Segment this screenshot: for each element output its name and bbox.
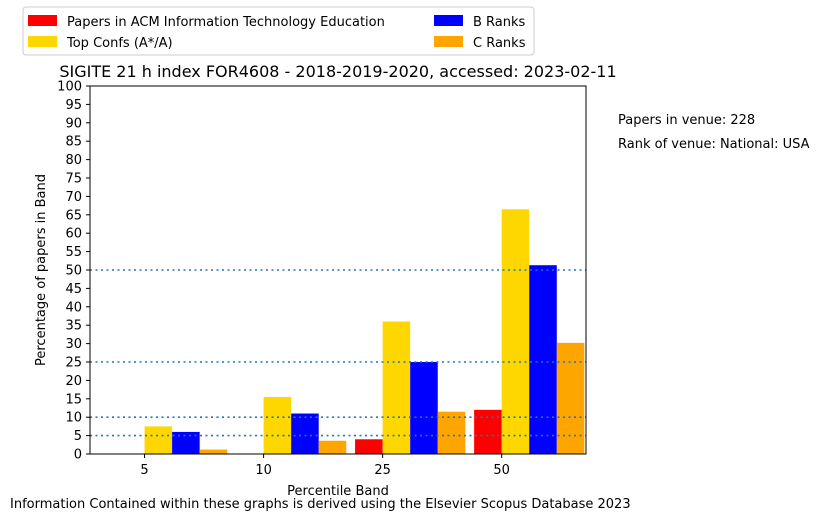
legend-swatch-acm [28, 15, 57, 26]
y-tick-label-70: 70 [65, 190, 82, 205]
legend-label-c: C Ranks [473, 36, 526, 51]
y-tick-label-55: 55 [65, 245, 82, 260]
bar-5-series-3 [199, 449, 228, 454]
reference-lines-group [90, 269, 586, 437]
rank-of-venue-text: Rank of venue: National: USA [618, 137, 810, 152]
x-tick-label-50: 50 [493, 463, 510, 478]
y-tick-label-60: 60 [65, 227, 82, 242]
y-tick-label-25: 25 [65, 356, 82, 371]
plot-frame [89, 85, 587, 455]
bar-50-series-3 [556, 342, 585, 454]
y-tick-label-20: 20 [65, 374, 82, 389]
y-tick-label-45: 45 [65, 282, 82, 297]
legend-swatch-b [434, 15, 463, 26]
y-axis-label: Percentage of papers in Band [34, 174, 49, 366]
legend-label-b: B Ranks [473, 15, 526, 30]
bar-25-series-1 [382, 321, 411, 454]
y-tick-label-95: 95 [65, 98, 82, 113]
legend-label-top: Top Confs (A*/A) [66, 36, 173, 51]
bar-25-series-3 [437, 411, 466, 454]
x-tick-label-25: 25 [374, 463, 391, 478]
y-tick-label-80: 80 [65, 153, 82, 168]
legend-swatch-c [434, 36, 463, 47]
legend-swatch-top [28, 36, 57, 47]
y-tick-label-100: 100 [57, 80, 82, 95]
x-axis-label: Percentile Band [287, 484, 389, 499]
bar-5-series-1 [144, 426, 173, 454]
legend-frame [22, 6, 535, 56]
y-tick-label-90: 90 [65, 116, 82, 131]
y-axis: 0 5 10 15 20 25 30 35 40 45 50 55 60 65 70 75 80 85 90 95 10… [57, 80, 90, 463]
y-tick-label-15: 15 [65, 392, 82, 407]
x-axis: 5 10 25 50 [140, 454, 510, 478]
x-tick-label-10: 10 [255, 463, 272, 478]
legend-label-acm: Papers in ACM Information Technology Edu… [67, 15, 385, 30]
bar-5-series-2 [172, 431, 200, 454]
bar-10-series-1 [263, 396, 292, 454]
y-tick-label-30: 30 [65, 337, 82, 352]
y-tick-label-85: 85 [65, 135, 82, 150]
bar-10-series-2 [291, 413, 319, 454]
y-tick-label-40: 40 [65, 300, 82, 315]
x-tick-label-5: 5 [140, 463, 148, 478]
bar-25-series-2 [410, 362, 438, 454]
bar-50-series-1 [501, 209, 530, 454]
bar-10-series-3 [318, 440, 347, 454]
bars-group [144, 209, 585, 454]
chart-title: SIGITE 21 h index FOR4608 - 2018-2019-20… [59, 62, 616, 81]
y-tick-label-75: 75 [65, 172, 82, 187]
y-tick-label-65: 65 [65, 208, 82, 223]
bar-25-series-0 [355, 439, 383, 454]
bar-50-series-2 [529, 265, 557, 454]
papers-in-venue-text: Papers in venue: 228 [618, 113, 755, 128]
y-tick-label-35: 35 [65, 319, 82, 334]
y-tick-label-5: 5 [74, 429, 82, 444]
y-tick-label-0: 0 [74, 448, 82, 463]
y-tick-label-50: 50 [65, 264, 82, 279]
y-tick-label-10: 10 [65, 411, 82, 426]
footer-text: Information Contained within these graph… [10, 497, 631, 512]
legend: Papers in ACM Information Technology Edu… [22, 6, 535, 56]
